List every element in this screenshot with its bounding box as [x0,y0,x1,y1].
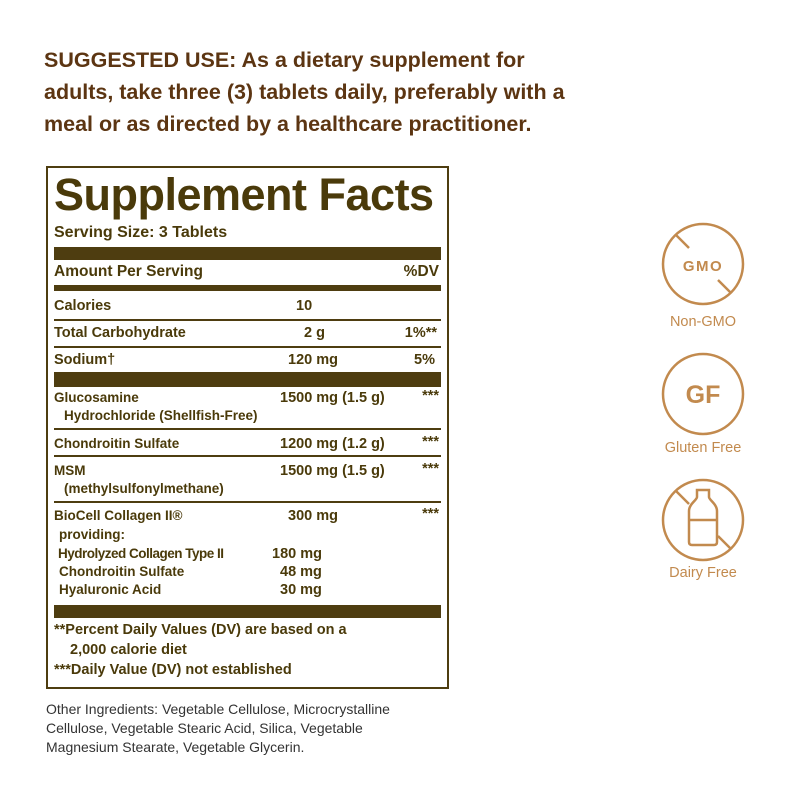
non-gmo-badge: GMO [661,222,745,306]
row-amount: 300 mg [288,508,338,524]
row-dv: *** [422,388,439,404]
row-name: MSM [54,463,86,478]
badge-label: Non-GMO [669,314,737,330]
row-name: Sodium† [54,352,116,368]
row-name: Chondroitin Sulfate [54,436,180,451]
divider [54,319,441,321]
subrow-amount: 48 mg [280,564,322,580]
row-subname: (methylsulfonylmethane) [64,481,224,496]
serving-size: Serving Size: 3 Tablets [54,224,228,241]
row-name: Total Carbohydrate [54,325,186,341]
divider [54,501,441,503]
row-name: BioCell Collagen II® [54,508,183,523]
divider [54,346,441,348]
divider [54,428,441,430]
divider-thick [54,247,441,260]
row-name: Glucosamine [54,390,139,405]
row-dv: *** [422,506,439,522]
row-amount: 1200 mg (1.2 g) [280,436,385,452]
row-dv: 5% [414,352,435,368]
dairy-free-icon [661,478,745,562]
row-subname: Hydrochloride (Shellfish-Free) [64,408,258,423]
footnote-dv: **Percent Daily Values (DV) are based on… [54,622,347,638]
suggested-use-text: As a dietary supplement for adults, take… [44,48,565,136]
divider-medium [54,285,441,291]
panel-title: Supplement Facts [54,169,434,220]
row-amount: 1500 mg (1.5 g) [280,390,385,406]
footnote-not-established: ***Daily Value (DV) not established [54,662,292,678]
non-gmo-icon: GMO [661,222,745,306]
amount-header: Amount Per Serving [54,263,203,280]
row-dv: 1%** [404,325,437,341]
divider-thick [54,372,441,387]
divider [54,455,441,457]
dairy-free-badge [661,478,745,562]
other-ingredients: Other Ingredients: Vegetable Cellulose, … [46,701,390,755]
row-amount: 120 mg [288,352,338,368]
subrow-amount: 30 mg [280,582,322,598]
row-dv: *** [422,461,439,477]
badge-label: Gluten Free [664,440,742,456]
row-dv: *** [422,434,439,450]
row-amount: 1500 mg (1.5 g) [280,463,385,479]
row-amount: 2 g [304,325,325,341]
gmo-text: GMO [683,258,723,275]
row-subname: providing: [59,527,125,542]
footnote-dv-cont: 2,000 calorie diet [70,642,187,658]
subrow-name: Chondroitin Sulfate [59,564,185,579]
gluten-free-icon: GF [661,352,745,436]
dv-header: %DV [403,263,439,280]
badge-label: Dairy Free [669,565,737,581]
divider-thick [54,605,441,618]
subrow-name: Hyaluronic Acid [59,582,162,597]
gf-text: GF [686,381,721,409]
gluten-free-badge: GF [661,352,745,436]
suggested-use: SUGGESTED USE: As a dietary supplement f… [44,44,584,140]
supplement-facts-panel: Supplement Facts Serving Size: 3 Tablets… [46,166,449,689]
suggested-use-label: SUGGESTED USE: [44,48,237,72]
row-name: Calories [54,298,112,314]
subrow-name: Hydrolyzed Collagen Type II [58,546,224,561]
subrow-amount: 180 mg [272,546,322,562]
row-amount: 10 [296,298,313,314]
